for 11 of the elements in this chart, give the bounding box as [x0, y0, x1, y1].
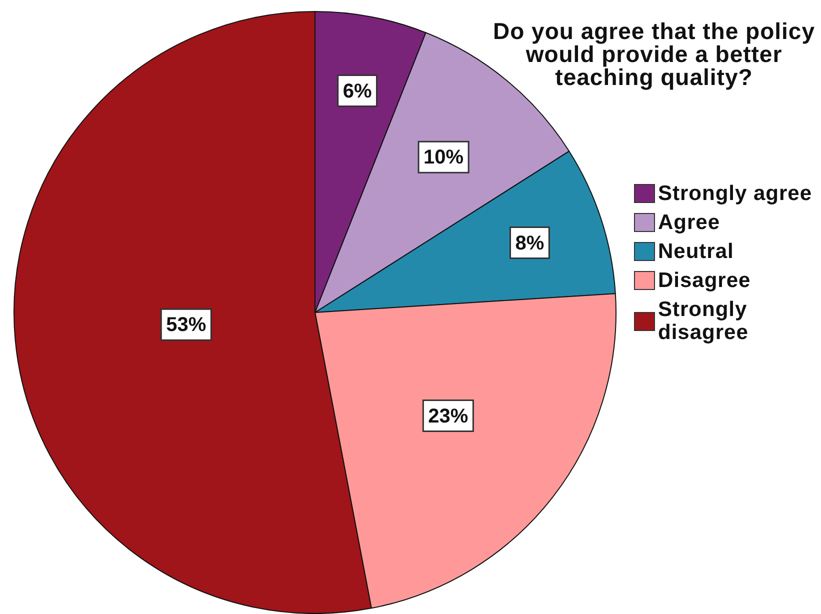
legend-label: Strongly disagree: [658, 298, 750, 344]
legend-label: Agree: [658, 211, 720, 234]
data-label: 23%: [428, 405, 468, 428]
data-label: 10%: [424, 146, 464, 169]
legend-label: Disagree: [658, 269, 751, 292]
data-label: 6%: [342, 80, 372, 102]
data-label: 8%: [515, 232, 544, 254]
data-label: 53%: [166, 314, 206, 336]
text: Do you agree that the policy would provide a better teaching quality?: [492, 18, 816, 90]
legend-label: Strongly agree: [658, 182, 812, 205]
legend-label: Neutral: [658, 240, 734, 263]
